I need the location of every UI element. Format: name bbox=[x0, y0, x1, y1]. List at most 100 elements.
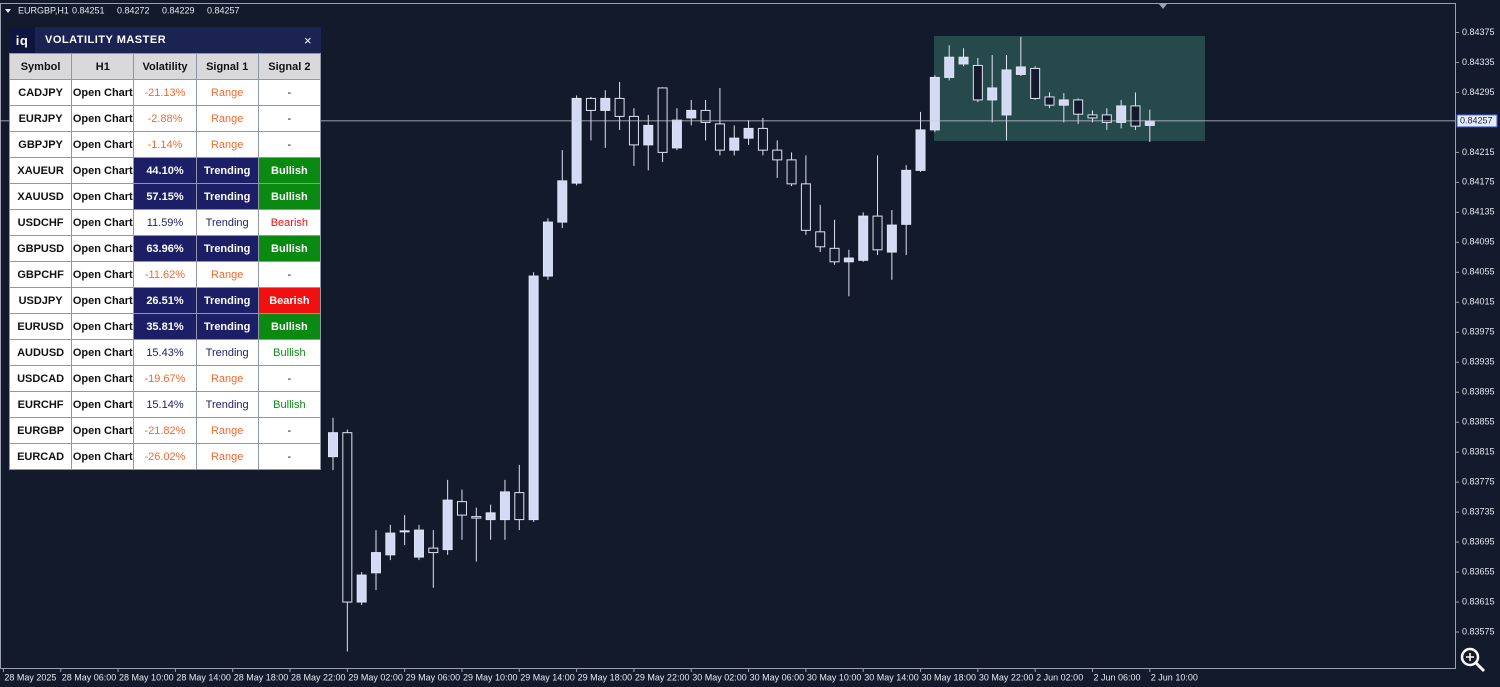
candle bbox=[628, 108, 639, 166]
open-chart-button[interactable]: Open Chart bbox=[71, 157, 135, 184]
header-price: 0.84229 bbox=[162, 5, 195, 15]
candle-body bbox=[714, 123, 725, 151]
candle-body bbox=[1015, 66, 1026, 75]
table-row: EURGBP Open Chart -21.82% Range - bbox=[8, 417, 322, 444]
open-chart-button[interactable]: Open Chart bbox=[71, 183, 135, 210]
candle-body bbox=[800, 183, 811, 231]
candle bbox=[1116, 99, 1127, 129]
x-tick-label: 28 May 2025 bbox=[4, 672, 56, 682]
column-header: Signal 2 bbox=[257, 53, 322, 80]
y-tick-label: 0.84295 bbox=[1462, 87, 1495, 97]
candle bbox=[585, 96, 596, 141]
candle bbox=[485, 504, 496, 540]
candle-body bbox=[671, 119, 682, 149]
symbol-cell: GBPCHF bbox=[8, 261, 73, 288]
open-chart-button[interactable]: Open Chart bbox=[71, 443, 135, 470]
open-chart-button[interactable]: Open Chart bbox=[71, 365, 135, 392]
symbol-label: EURGBP,H1 bbox=[18, 5, 69, 15]
candle-body bbox=[843, 257, 854, 263]
x-tick-label: 30 May 22:00 bbox=[979, 672, 1034, 682]
candle bbox=[1073, 98, 1084, 124]
x-tick-label: 2 Jun 02:00 bbox=[1036, 672, 1083, 682]
symbol-cell: EURGBP bbox=[8, 417, 73, 444]
volatility-cell: 44.10% bbox=[133, 157, 197, 184]
open-chart-button[interactable]: Open Chart bbox=[71, 235, 135, 262]
candle-body bbox=[528, 275, 539, 521]
candle bbox=[700, 99, 711, 141]
volatility-panel: iq VOLATILITY MASTER × Symbol H1 Volatilit… bbox=[8, 27, 322, 470]
signal1-cell: Range bbox=[195, 261, 259, 288]
y-tick-label: 0.83935 bbox=[1462, 357, 1495, 367]
signal1-cell: Trending bbox=[195, 339, 259, 366]
close-button[interactable]: × bbox=[303, 32, 313, 48]
candle bbox=[471, 507, 482, 562]
candle bbox=[915, 111, 926, 172]
signal1-cell: Trending bbox=[195, 287, 259, 314]
open-chart-button[interactable]: Open Chart bbox=[71, 209, 135, 236]
signal2-cell: - bbox=[257, 261, 322, 288]
candle-body bbox=[901, 169, 912, 225]
panel-titlebar: iq VOLATILITY MASTER × bbox=[9, 27, 321, 53]
open-chart-button[interactable]: Open Chart bbox=[71, 339, 135, 366]
symbol-cell: USDJPY bbox=[8, 287, 73, 314]
y-tick-label: 0.83615 bbox=[1462, 596, 1495, 606]
table-row: EURCHF Open Chart 15.14% Trending Bullish bbox=[8, 391, 322, 418]
candle bbox=[370, 530, 381, 591]
candle-body bbox=[872, 215, 883, 251]
signal1-cell: Trending bbox=[195, 391, 259, 418]
open-chart-button[interactable]: Open Chart bbox=[71, 131, 135, 158]
open-chart-button[interactable]: Open Chart bbox=[71, 287, 135, 314]
menu-arrow[interactable] bbox=[5, 9, 11, 13]
zoom-icon[interactable] bbox=[1460, 647, 1486, 673]
candle-body bbox=[1116, 105, 1127, 123]
candle bbox=[686, 99, 697, 126]
open-chart-button[interactable]: Open Chart bbox=[71, 79, 135, 106]
candle-body bbox=[886, 224, 897, 253]
signal2-cell: Bullish bbox=[257, 339, 322, 366]
candle-body bbox=[614, 97, 625, 117]
candle bbox=[428, 530, 439, 588]
panel-logo: iq bbox=[9, 27, 35, 53]
candle bbox=[399, 515, 410, 546]
volatility-cell: 35.81% bbox=[133, 313, 197, 340]
open-chart-button[interactable]: Open Chart bbox=[71, 313, 135, 340]
candle bbox=[328, 417, 338, 471]
table-row: EURUSD Open Chart 35.81% Trending Bullish bbox=[8, 313, 322, 340]
symbol-cell: GBPJPY bbox=[8, 131, 73, 158]
signal1-cell: Range bbox=[195, 79, 259, 106]
table-row: XAUEUR Open Chart 44.10% Trending Bullish bbox=[8, 157, 322, 184]
volatility-cell: 11.59% bbox=[133, 209, 197, 236]
candle bbox=[442, 479, 453, 555]
candle-body bbox=[456, 501, 467, 516]
signal1-cell: Trending bbox=[195, 235, 259, 262]
symbol-cell: USDCAD bbox=[8, 365, 73, 392]
candle bbox=[456, 489, 467, 540]
candle bbox=[1001, 54, 1012, 141]
open-chart-button[interactable]: Open Chart bbox=[71, 417, 135, 444]
candle-body bbox=[643, 124, 654, 146]
candle bbox=[772, 140, 783, 178]
x-tick-label: 28 May 14:00 bbox=[176, 672, 231, 682]
x-tick-label: 2 Jun 06:00 bbox=[1093, 672, 1140, 682]
volatility-cell: -11.62% bbox=[133, 261, 197, 288]
candle-body bbox=[729, 137, 740, 151]
candle bbox=[729, 125, 740, 156]
x-tick-label: 29 May 06:00 bbox=[406, 672, 461, 682]
candle-body bbox=[542, 221, 553, 277]
candle bbox=[872, 155, 883, 256]
candle-body bbox=[628, 115, 639, 146]
column-header: H1 bbox=[71, 53, 135, 80]
open-chart-button[interactable]: Open Chart bbox=[71, 391, 135, 418]
candle-body bbox=[700, 109, 711, 123]
x-tick-label: 28 May 10:00 bbox=[119, 672, 174, 682]
symbol-cell: XAUUSD bbox=[8, 183, 73, 210]
open-chart-button[interactable]: Open Chart bbox=[71, 261, 135, 288]
header-price: 0.84257 bbox=[207, 5, 240, 15]
open-chart-button[interactable]: Open Chart bbox=[71, 105, 135, 132]
signal1-cell: Trending bbox=[195, 183, 259, 210]
symbol-cell: USDCHF bbox=[8, 209, 73, 236]
candle-body bbox=[929, 76, 940, 131]
x-tick-label: 28 May 22:00 bbox=[291, 672, 346, 682]
signal2-cell: - bbox=[257, 131, 322, 158]
candle-body bbox=[385, 532, 396, 556]
